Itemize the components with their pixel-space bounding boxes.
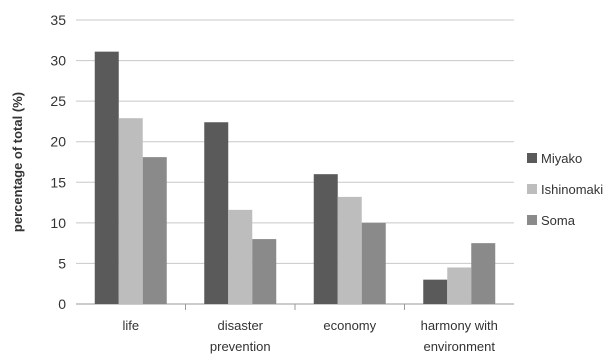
y-tick-label: 35 <box>50 12 66 28</box>
bar-miyako-2 <box>313 174 338 304</box>
x-category-label: economy <box>323 318 376 333</box>
y-tick-label: 5 <box>58 255 66 271</box>
x-category-label: life <box>122 318 139 333</box>
legend-swatch <box>527 215 537 225</box>
bar-soma-0 <box>142 157 167 304</box>
legend-label: Soma <box>541 213 576 228</box>
y-tick-label: 0 <box>58 296 66 312</box>
bar-miyako-1 <box>204 122 229 305</box>
y-tick-label: 10 <box>50 215 66 231</box>
y-tick-label: 20 <box>50 134 66 150</box>
y-tick-label: 15 <box>50 174 66 190</box>
bar-soma-2 <box>361 222 386 304</box>
x-category-label: environment <box>423 339 495 354</box>
bar-miyako-3 <box>423 279 448 304</box>
bar-ishinomaki-2 <box>337 196 362 304</box>
bar-ishinomaki-1 <box>228 209 253 304</box>
x-category-label: prevention <box>210 339 271 354</box>
legend-label: Miyako <box>541 151 582 166</box>
bar-ishinomaki-0 <box>118 118 143 304</box>
legend-label: Ishinomaki <box>541 182 603 197</box>
legend-swatch <box>527 153 537 163</box>
y-axis-title: percentage of total (%) <box>10 92 25 232</box>
y-tick-label: 30 <box>50 53 66 69</box>
x-category-label: harmony with <box>421 318 498 333</box>
bar-soma-3 <box>471 243 496 304</box>
x-category-label: disaster <box>217 318 263 333</box>
bar-soma-1 <box>252 239 277 304</box>
bar-miyako-0 <box>94 51 119 304</box>
legend-swatch <box>527 184 537 194</box>
y-tick-label: 25 <box>50 93 66 109</box>
bar-ishinomaki-3 <box>447 267 472 304</box>
